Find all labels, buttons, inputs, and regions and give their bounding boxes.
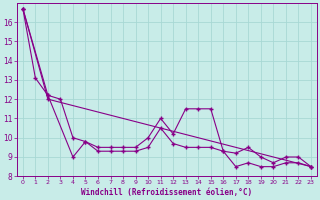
X-axis label: Windchill (Refroidissement éolien,°C): Windchill (Refroidissement éolien,°C) (81, 188, 252, 197)
